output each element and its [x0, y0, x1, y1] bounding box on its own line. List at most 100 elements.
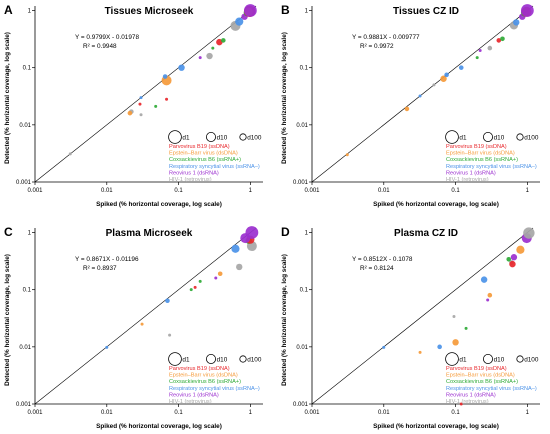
data-point — [437, 344, 442, 350]
y-tick-label: 0.001 — [293, 180, 309, 186]
y-tick-label: 0.001 — [293, 402, 309, 408]
x-tick-label: 0.1 — [451, 188, 460, 194]
legend-entry: Parvovirus B19 (ssDNA) — [446, 144, 507, 150]
panel-title: Plasma Microseek — [106, 228, 193, 239]
size-legend-label: d100 — [524, 357, 539, 364]
data-point — [198, 279, 202, 283]
data-point — [216, 38, 223, 46]
data-point — [520, 4, 534, 17]
data-point — [444, 72, 449, 78]
data-point — [245, 226, 259, 239]
y-tick-label: 0.01 — [296, 345, 308, 351]
x-tick-label: 1 — [526, 188, 530, 194]
data-point — [243, 4, 257, 17]
data-point — [496, 38, 502, 43]
data-point — [432, 83, 436, 87]
data-point — [211, 46, 215, 50]
y-tick-label: 0.01 — [19, 123, 31, 129]
data-point — [440, 75, 447, 82]
regression-equation: Y = 0.8671X - 0.01196 — [75, 256, 139, 263]
y-tick-label: 0.001 — [16, 180, 32, 186]
y-tick-label: 0.1 — [23, 288, 32, 294]
data-point — [139, 96, 143, 100]
y-axis-label: Detected (% horizontal coverage, log sca… — [4, 254, 11, 386]
data-point — [165, 97, 169, 101]
data-point — [235, 17, 244, 26]
x-tick-label: 0.1 — [174, 188, 183, 194]
x-axis-label: Spiked (% horizontal coverage, log scale… — [373, 201, 499, 208]
panel-title: Tissues Microseek — [105, 6, 194, 17]
x-axis-label: Spiked (% horizontal coverage, log scale… — [96, 423, 222, 430]
regression-equation: Y = 0.9799X - 0.01978 — [75, 34, 139, 41]
size-legend-circle — [239, 133, 247, 141]
data-point — [516, 245, 525, 254]
data-point — [478, 48, 482, 52]
data-point — [193, 285, 197, 289]
legend-entry: Coxsackievirus B6 (ssRNA+) — [446, 157, 518, 163]
legend-entry: HIV-1 (retrovirus) — [446, 177, 489, 183]
y-axis-label: Detected (% horizontal coverage, log sca… — [281, 32, 288, 164]
y-tick-label: 0.01 — [19, 345, 31, 351]
panel-title: Plasma CZ ID — [394, 228, 458, 239]
fit-line — [311, 5, 534, 183]
legend-entry: Parvovirus B19 (ssDNA) — [169, 144, 230, 150]
data-point — [168, 333, 172, 337]
panel-title: Tissues CZ ID — [393, 6, 459, 17]
y-tick-label: 0.1 — [300, 66, 309, 72]
size-legend-circle — [516, 133, 524, 141]
data-point — [236, 263, 243, 271]
r-squared: R² = 0.9948 — [83, 43, 117, 50]
panel-letter: A — [4, 3, 13, 17]
data-point — [452, 339, 459, 346]
data-point — [418, 350, 422, 354]
size-legend-label: d1 — [182, 357, 190, 364]
size-legend-label: d1 — [459, 357, 467, 364]
data-point — [127, 110, 133, 116]
panel-c: C Plasma Microseek 0.001 0.001 0.01 0.01 0.1 0.… — [4, 225, 263, 430]
x-tick-label: 0.01 — [101, 188, 113, 194]
y-tick-label: 0.1 — [300, 288, 309, 294]
size-legend-circle — [445, 352, 459, 366]
size-legend-label: d1 — [182, 135, 190, 142]
data-point — [475, 56, 479, 60]
data-point — [418, 94, 422, 98]
legend-entry: Epstein–Barr virus (dsDNA) — [446, 373, 515, 379]
legend-entry: Coxsackievirus B6 (ssRNA+) — [169, 379, 241, 385]
data-point — [500, 36, 505, 42]
size-legend-label: d1 — [459, 135, 467, 142]
data-point — [510, 254, 518, 261]
fit-line — [311, 227, 534, 405]
size-legend-label: d10 — [217, 135, 228, 142]
size-legend-circle — [205, 131, 216, 142]
r-squared: R² = 0.9972 — [360, 43, 394, 50]
legend-entry: Respiratory syncytial virus (ssRNA–) — [446, 164, 537, 170]
y-axis-label: Detected (% horizontal coverage, log sca… — [281, 254, 288, 386]
data-point — [459, 402, 463, 406]
size-legend-label: d10 — [494, 357, 505, 364]
data-point — [139, 113, 143, 117]
legend-entry: HIV-1 (retrovirus) — [169, 399, 212, 405]
data-point — [178, 64, 185, 71]
legend-entry: Coxsackievirus B6 (ssRNA+) — [169, 157, 241, 163]
data-point — [480, 276, 488, 283]
r-squared: R² = 0.8124 — [360, 265, 394, 272]
y-tick-label: 1 — [28, 231, 32, 237]
size-legend-circle — [482, 353, 493, 364]
data-point — [206, 52, 213, 60]
legend-entry: Epstein–Barr virus (dsDNA) — [169, 151, 238, 157]
size-legend-circle — [445, 130, 459, 144]
y-tick-label: 0.1 — [23, 66, 32, 72]
data-point — [162, 74, 168, 79]
fit-line — [34, 227, 257, 405]
size-legend-circle — [168, 352, 182, 366]
legend-entry: HIV-1 (retrovirus) — [446, 399, 489, 405]
y-tick-label: 1 — [305, 231, 309, 237]
size-legend-circle — [168, 130, 182, 144]
y-axis-label: Detected (% horizontal coverage, log sca… — [4, 32, 11, 164]
data-point — [506, 257, 512, 262]
legend-entry: Reovirus 1 (dsRNA) — [446, 392, 496, 398]
x-tick-label: 1 — [249, 188, 253, 194]
data-point — [105, 345, 109, 349]
legend-entry: Respiratory syncytial virus (ssRNA–) — [169, 386, 260, 392]
legend-entry: Reovirus 1 (dsRNA) — [169, 392, 219, 398]
